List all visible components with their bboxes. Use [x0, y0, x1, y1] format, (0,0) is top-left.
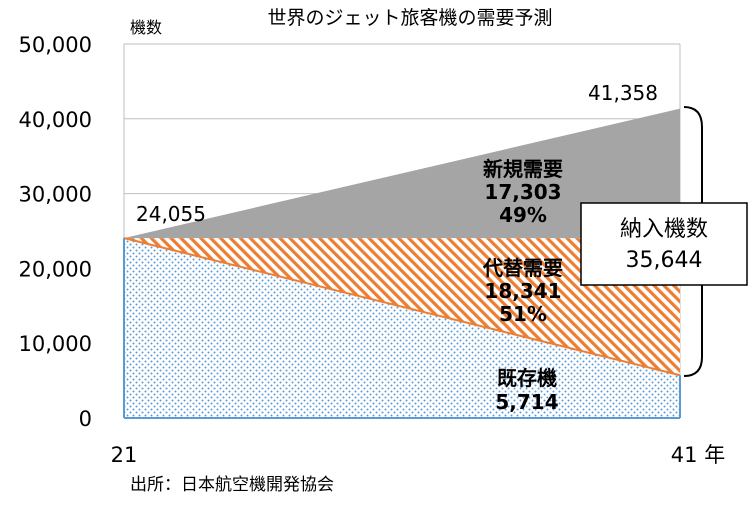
chart-title: 世界のジェット旅客機の需要予測: [267, 7, 552, 29]
y-axis-ticks: 0 10,000 20,000 30,000 40,000 50,000: [19, 33, 92, 431]
y-tick-label: 30,000: [19, 183, 92, 207]
label-total-start: 24,055: [136, 202, 206, 226]
x-tick-end: 41 年: [671, 443, 725, 467]
y-tick-label: 50,000: [19, 33, 92, 57]
source-note: 出所：日本航空機開発協会: [130, 475, 334, 495]
area-existing: [124, 238, 680, 418]
y-tick-label: 0: [79, 407, 92, 431]
label-replacement-share: 51%: [499, 302, 547, 326]
label-new-value: 17,303: [484, 180, 561, 204]
label-existing-name: 既存機: [497, 366, 557, 390]
area-new: [124, 108, 680, 239]
y-axis-label: 機数: [130, 18, 162, 37]
y-tick-label: 10,000: [19, 332, 92, 356]
areas: [123, 108, 681, 419]
label-total-end: 41,358: [588, 81, 658, 105]
y-tick-label: 40,000: [19, 108, 92, 132]
label-replacement-name: 代替需要: [482, 256, 563, 280]
x-tick-start: 21: [111, 443, 138, 467]
delivery-box: [580, 202, 748, 286]
delivery-box-label: 納入機数: [620, 217, 708, 242]
line-existing-top: [123, 237, 681, 377]
label-new-share: 49%: [499, 203, 547, 227]
y-tick-label: 20,000: [19, 257, 92, 281]
label-existing-value: 5,714: [495, 390, 558, 414]
delivery-box-value: 35,644: [626, 248, 703, 273]
label-new-name: 新規需要: [483, 157, 563, 181]
label-replacement-value: 18,341: [484, 279, 561, 303]
